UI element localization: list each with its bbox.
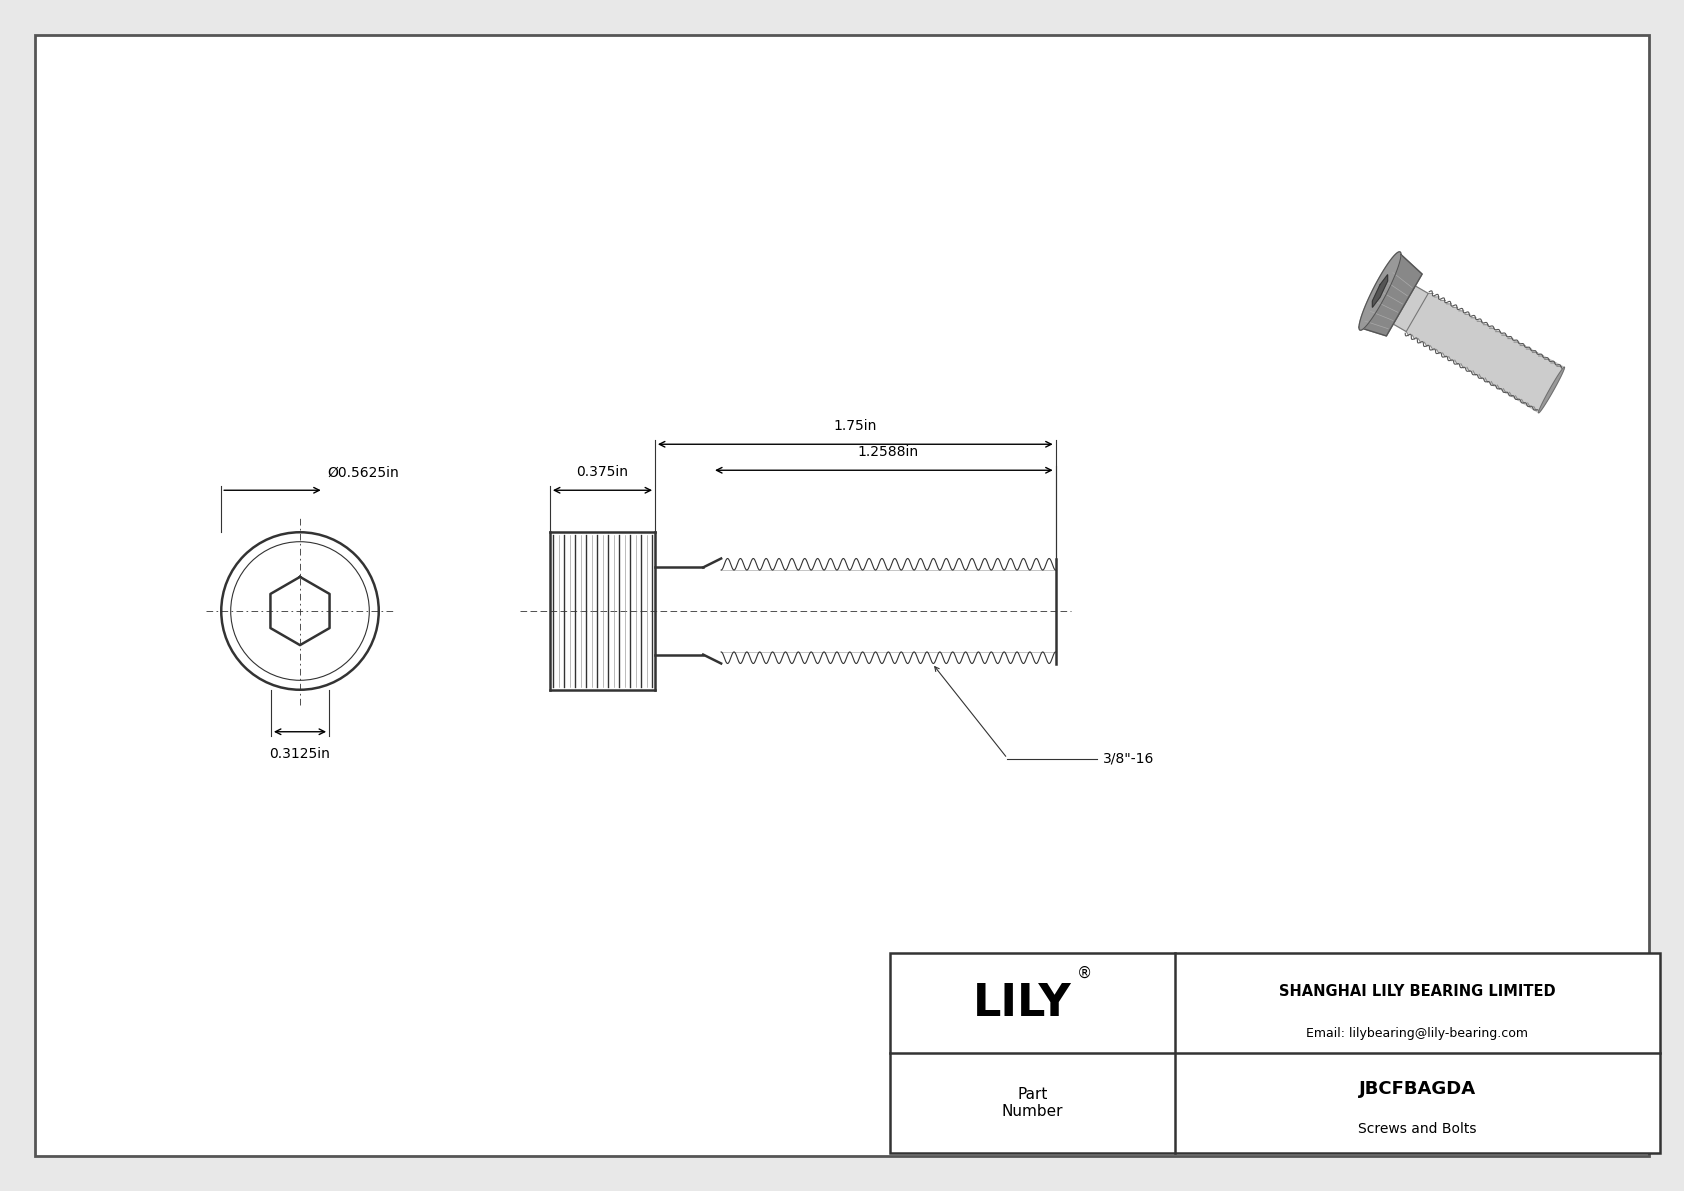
Text: 1.75in: 1.75in [834, 419, 877, 434]
Text: 1.2588in: 1.2588in [857, 445, 919, 460]
Text: ®: ® [1076, 966, 1093, 980]
Bar [891, 953, 1660, 1153]
Polygon shape [1406, 293, 1564, 412]
Polygon shape [1539, 367, 1564, 413]
Text: Screws and Bolts: Screws and Bolts [1359, 1122, 1477, 1136]
Polygon shape [1359, 251, 1401, 330]
Text: 0.3125in: 0.3125in [269, 747, 330, 761]
Text: Part
Number: Part Number [1002, 1087, 1063, 1120]
Text: 0.375in: 0.375in [576, 466, 628, 479]
Text: LILY: LILY [973, 981, 1071, 1024]
Text: 3/8"-16: 3/8"-16 [1103, 752, 1154, 766]
Text: Email: lilybearing@lily-bearing.com: Email: lilybearing@lily-bearing.com [1307, 1027, 1529, 1040]
Text: SHANGHAI LILY BEARING LIMITED: SHANGHAI LILY BEARING LIMITED [1280, 984, 1556, 998]
Text: JBCFBAGDA: JBCFBAGDA [1359, 1080, 1475, 1098]
Polygon shape [1372, 275, 1388, 307]
Polygon shape [1359, 255, 1421, 336]
Polygon shape [1393, 286, 1428, 331]
Text: Ø0.5625in: Ø0.5625in [328, 466, 399, 479]
